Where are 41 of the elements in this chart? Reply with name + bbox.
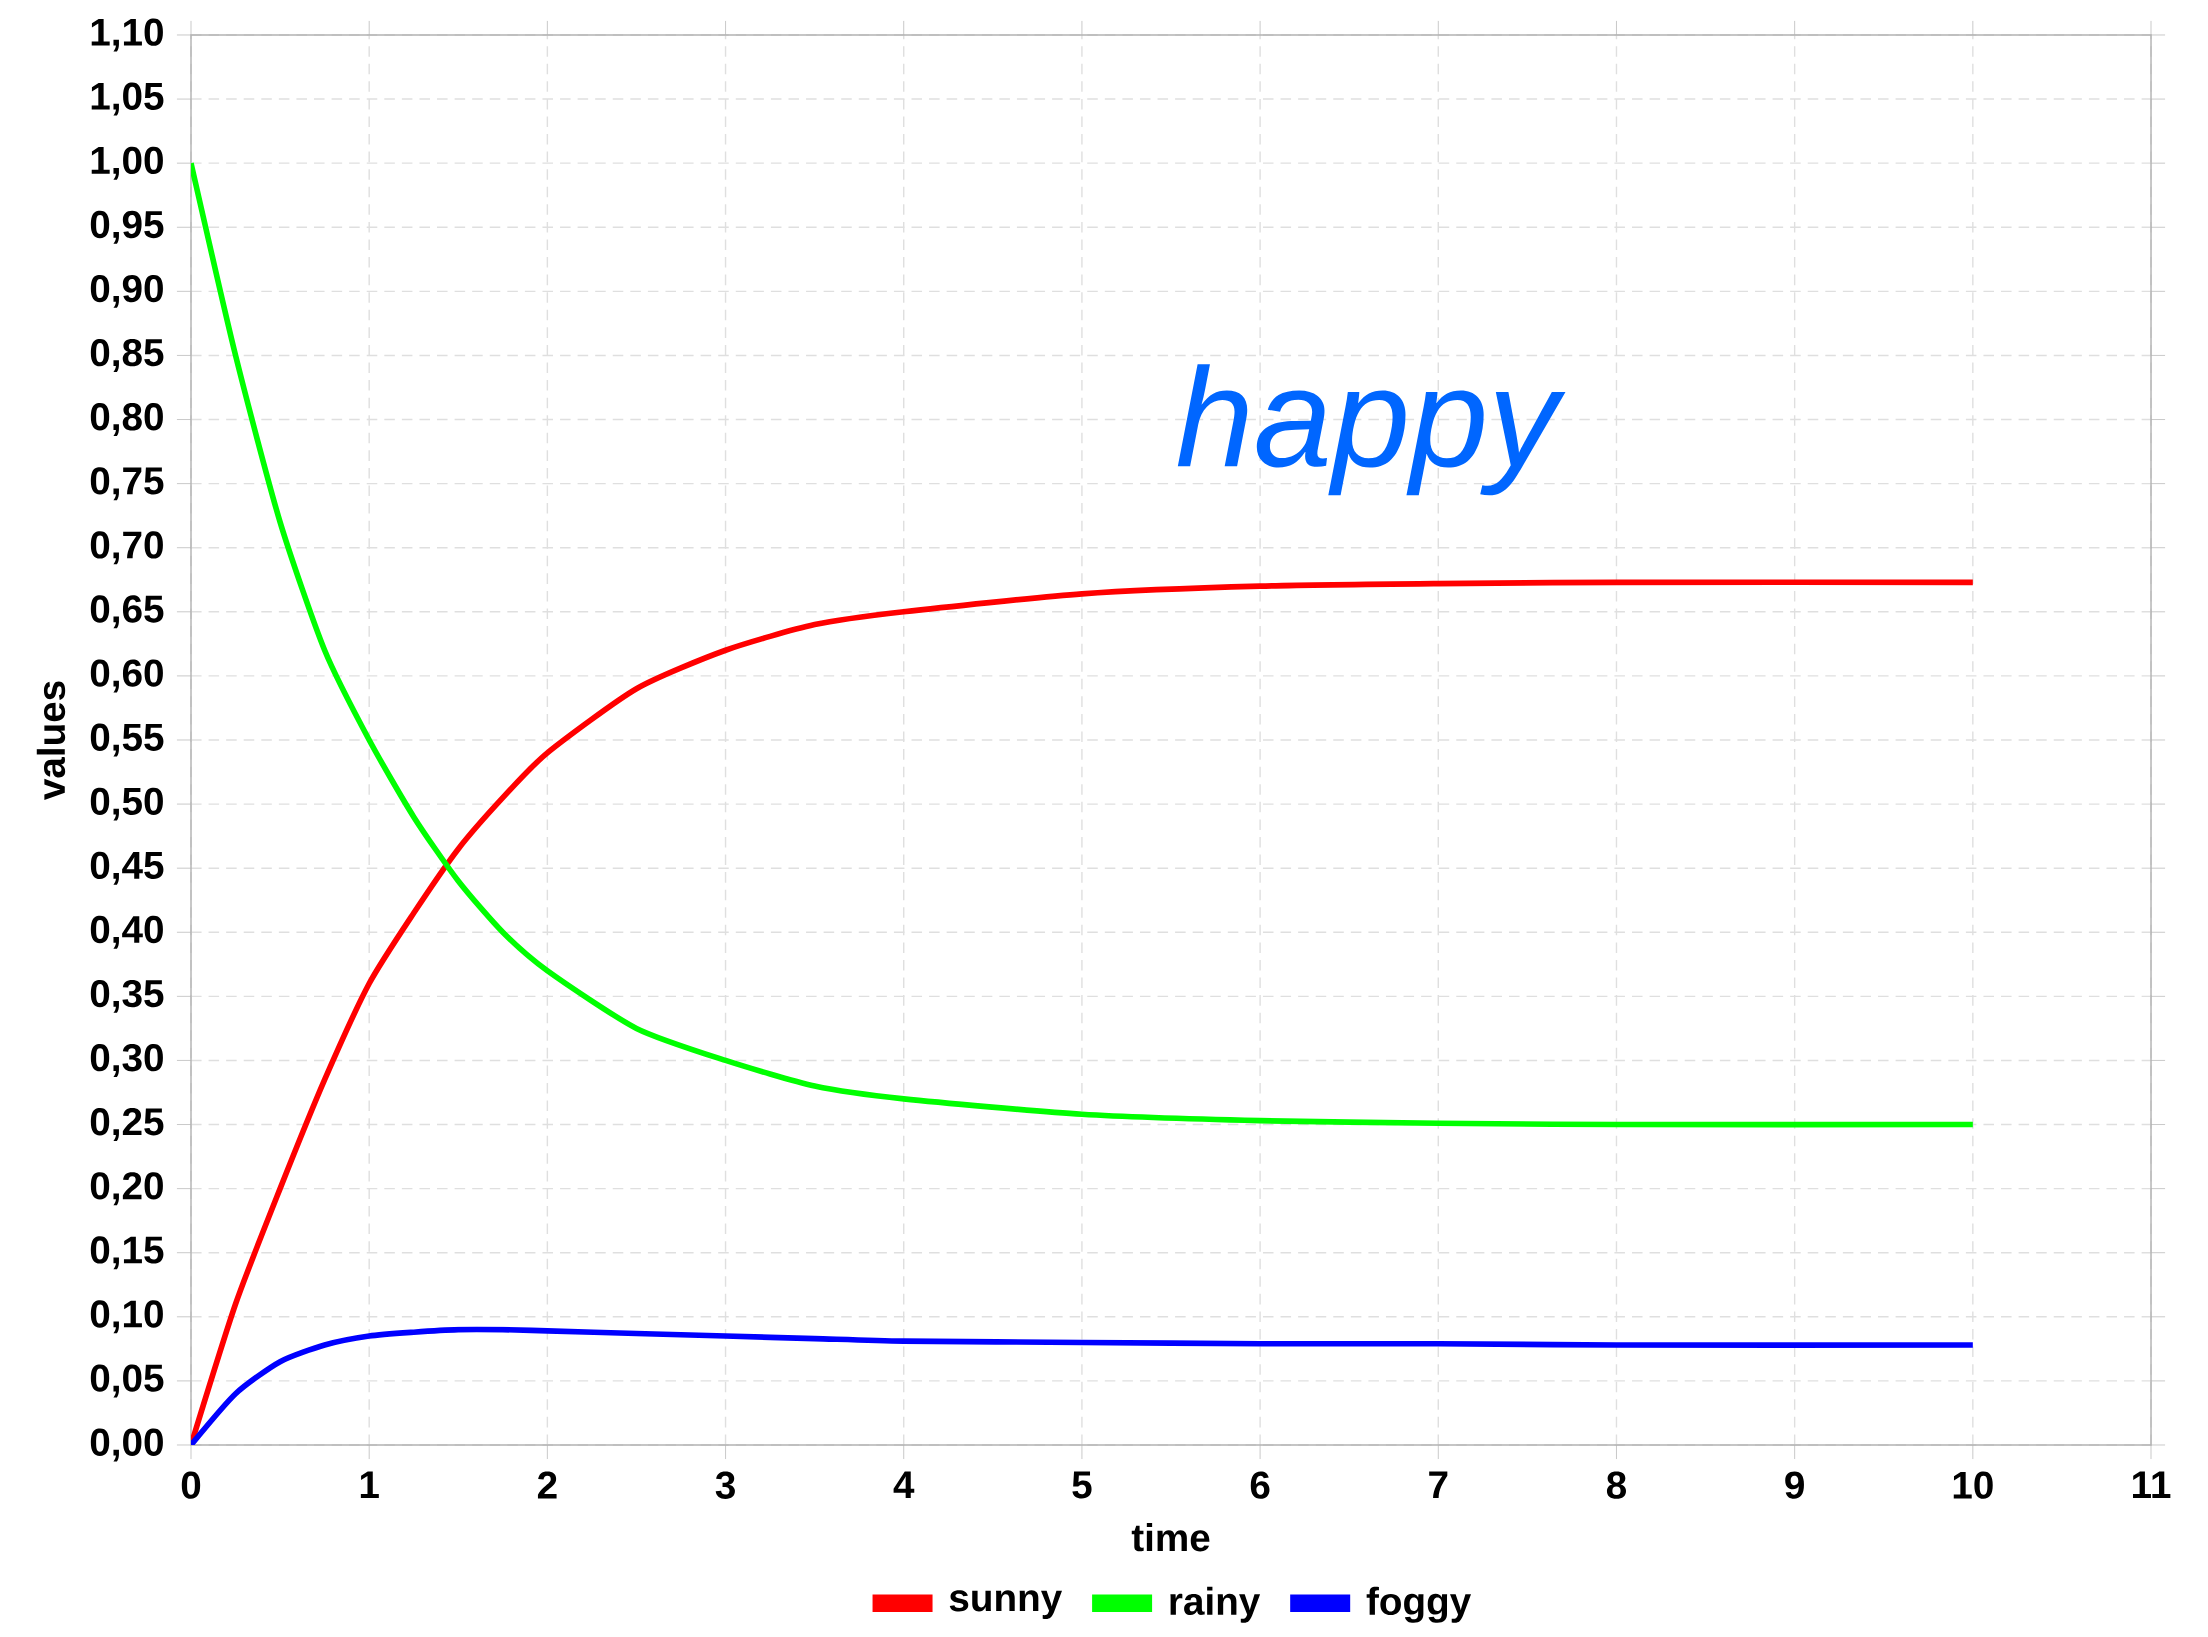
y-tick-label: 0,50 [90,787,163,821]
y-tick-label: 0,80 [90,403,163,437]
y-tick-label: 1,10 [91,18,163,52]
x-tick-label: 3 [715,1471,735,1499]
x-tick-label: 10 [1953,1471,1993,1499]
y-tick-label: 0,85 [90,338,164,372]
y-tick-label: 0,70 [90,531,163,565]
y-tick-label: 0,30 [90,1043,163,1077]
y-tick-label: 0,35 [90,979,164,1013]
y-tick-label: 0,40 [90,915,163,949]
y-tick-label: 0,90 [90,274,163,308]
y-tick-label: 0,00 [90,1428,163,1462]
x-tick-label: 7 [1429,1471,1448,1499]
x-tick-label: 2 [537,1471,557,1499]
legend-label: rainy [1170,1586,1261,1623]
y-tick-label: 0,55 [90,723,164,757]
y-tick-label: 0,65 [90,595,164,629]
annotation: happy [1177,364,1566,496]
y-tick-label: 0,75 [90,467,164,501]
y-tick-label: 0,45 [90,851,164,885]
y-tick-label: 0,15 [90,1236,164,1270]
x-tick-label: 8 [1606,1471,1627,1499]
legend-label: foggy [1366,1586,1472,1623]
y-tick-label: 0,10 [90,1300,163,1334]
x-tick-label: 4 [893,1471,915,1499]
x-tick-label: 11 [2133,1471,2171,1499]
y-axis-title: values [36,681,66,800]
x-tick-label: 5 [1072,1471,1092,1499]
y-tick-label: 0,20 [90,1172,163,1206]
y-tick-label: 1,00 [91,146,163,180]
x-tick-label: 0 [181,1471,201,1499]
x-tick-label: 6 [1250,1471,1270,1499]
y-tick-label: 0,95 [90,210,164,244]
y-tick-label: 0,25 [90,1108,164,1142]
legend-label: sunny [949,1590,1063,1620]
y-tick-label: 0,05 [90,1364,164,1398]
x-axis-title: time [1131,1523,1210,1552]
y-tick-label: 0,60 [90,659,163,693]
x-tick-label: 1 [360,1471,379,1499]
y-tick-label: 1,05 [91,82,164,116]
x-tick-label: 9 [1785,1471,1804,1499]
